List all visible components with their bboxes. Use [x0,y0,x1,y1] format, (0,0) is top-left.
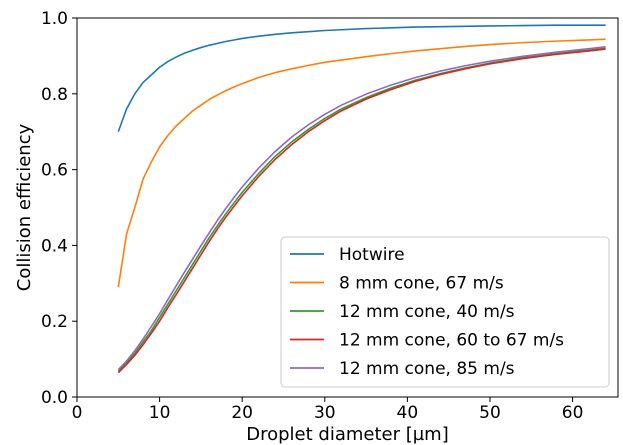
axes-layer: 0 10 20 30 40 50 60 0.0 0.2 0.4 0.6 0.8 1.0 [41,9,619,423]
series-layer [117,24,606,374]
legend-label-3: 12 mm cone, 40 m/s [339,302,515,322]
y-tick-label: 1.0 [41,9,68,29]
legend-label-5: 12 mm cone, 85 m/s [339,359,515,379]
x-tick-label: 50 [479,403,501,423]
legend-box [280,236,610,388]
legend-label-2: 8 mm cone, 67 m/s [339,274,504,294]
x-tick-label: 40 [397,403,419,423]
series-line-5 [117,46,606,371]
y-tick-label: 0.6 [41,161,68,181]
plot-frame [76,17,619,398]
y-tick-label: 0.4 [41,236,68,256]
legend: Hotwire 8 mm cone, 67 m/s 12 mm cone, 40 m… [280,236,610,388]
x-tick-label: 60 [562,403,584,423]
series-line-1 [117,24,606,132]
y-tick-label: 0.2 [41,312,68,332]
x-tick-label: 20 [231,403,253,423]
series-line-4 [117,48,606,374]
x-tick-label: 10 [149,403,171,423]
legend-label-1: Hotwire [339,245,405,265]
legend-label-4: 12 mm cone, 60 to 67 m/s [339,331,564,351]
x-axis-label: Droplet diameter [µm] [246,424,449,445]
y-axis-label: Collision efficiency [14,123,35,291]
y-tick-label: 0.8 [41,85,68,105]
series-line-2 [117,38,606,288]
x-tick-label: 0 [72,403,83,423]
x-tick-label: 30 [314,403,336,423]
y-tick-label: 0.0 [41,388,68,408]
